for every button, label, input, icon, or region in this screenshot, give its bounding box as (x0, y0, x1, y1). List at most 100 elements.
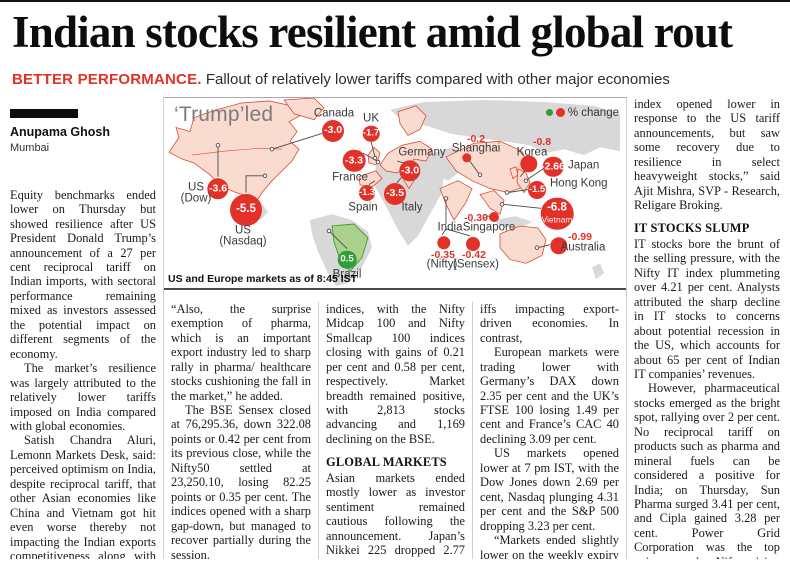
top-rule (0, 0, 790, 2)
market-label-spain: Spain (348, 201, 378, 214)
country-scandinavia (397, 105, 427, 136)
market-label-france: France (332, 171, 368, 184)
landmass-africa (374, 154, 444, 246)
article-paragraph: indices, with the Nifty Midcap 100 and N… (326, 301, 465, 446)
article-body: Anupama Ghosh Mumbai Equity benchmarks e… (10, 96, 780, 559)
landmass-new-zealand (592, 263, 604, 279)
market-label-korea: Korea (516, 146, 548, 159)
connector-japan (526, 168, 544, 180)
anchor-shanghai (477, 172, 483, 177)
column-2-paragraphs: “Also, the surprise exemption of pharma,… (171, 302, 311, 559)
market-bubble-italy: -3.5 (384, 182, 406, 205)
connector-india (441, 199, 471, 237)
article-column-5: index opened lower in response to the US… (626, 96, 780, 559)
market-label-italy: Italy (401, 201, 423, 214)
kicker-text: Fallout of relatively lower tariffs comp… (205, 70, 670, 88)
market-label-india: India (437, 221, 463, 234)
market-value: -3.6 (208, 182, 228, 195)
connector-brazil (329, 231, 348, 249)
market-label-singapore: Singapore (462, 221, 516, 234)
article-paragraph: However, pharmaceutical stocks emerged a… (634, 381, 780, 558)
market-bubble-korea (520, 155, 538, 173)
market-label-brazil: Brazil (332, 268, 362, 281)
article-paragraph: IT stocks bore the brunt of the selling … (634, 236, 780, 381)
anchor-france (375, 159, 381, 165)
anchor-us-dow (215, 142, 221, 148)
connector-shanghai (468, 159, 480, 174)
market-label-australia: Australia (560, 241, 606, 254)
connector-australia (537, 244, 551, 248)
article-paragraph: Asian markets ended mostly lower as inve… (326, 470, 465, 559)
market-value: -5.5 (236, 202, 256, 215)
market-label-japan: Japan (568, 159, 600, 172)
kicker: BETTER PERFORMANCE. Fallout of relativel… (12, 71, 778, 88)
column-3-paragraphs-after: Asian markets ended mostly lower as inve… (326, 471, 465, 559)
market-value-india-sensex: -0.42 (462, 248, 486, 261)
market-label-india-sensex: (Sensex) (452, 258, 500, 271)
byline-location: Mumbai (10, 142, 50, 155)
market-bubble-germany: -3.0 (399, 160, 421, 182)
byline: Anupama Ghosh Mumbai (10, 108, 156, 156)
article-paragraph: “Also, the surprise exemption of pharma,… (171, 301, 311, 403)
connector-us-nasdaq (245, 175, 264, 193)
market-bubble-japan: -2.66 (541, 156, 565, 178)
article-paragraph: The market’s resilience was largely attr… (10, 361, 156, 433)
infographic-legend: % change (545, 107, 619, 119)
article-column-1: Anupama Ghosh Mumbai Equity benchmarks e… (10, 96, 164, 559)
market-name-inside: Vietnam (541, 214, 573, 225)
section-heading-it-stocks-slump: IT STOCKS SLUMP (634, 221, 750, 236)
anchor-hong-kong (504, 190, 510, 195)
article-paragraph: “Markets ended slightly lower on the wee… (480, 533, 619, 559)
anchor-us-nasdaq (262, 173, 268, 178)
market-bubble-india-nifty (437, 236, 451, 250)
anchor-canada (269, 146, 275, 152)
article-paragraph: Equity benchmarks ended lower on Thursda… (10, 187, 156, 361)
market-label-shanghai: Shanghai (451, 142, 501, 155)
connector-hong-kong (507, 188, 529, 193)
country-iberia (358, 170, 383, 189)
market-value: -3.0 (323, 124, 343, 137)
article-paragraph: US markets opened lower at 7 pm IST, wit… (480, 446, 619, 533)
byline-bar (10, 108, 78, 118)
market-value-korea: -0.8 (532, 135, 552, 148)
anchor-japan (523, 178, 529, 183)
article-paragraph: Satish Chandra Aluri, Lemonn Markets Des… (10, 433, 156, 559)
anchor-uk (372, 155, 378, 161)
market-bubble-vietnam: -6.8 Vietnam (540, 197, 574, 231)
market-label-germany: Germany (398, 146, 446, 159)
anchor-australia (534, 245, 540, 250)
article-column-3: indices, with the Nifty Midcap 100 and N… (318, 301, 472, 559)
market-bubble-shanghai (462, 153, 472, 163)
column-4-paragraphs: iffs impacting export-driven economies. … (480, 302, 619, 559)
anchor-india (443, 195, 449, 201)
landmass-indonesia (494, 215, 532, 228)
article-paragraph: index opened lower in response to the US… (634, 96, 780, 212)
column-5-paragraphs-after: IT stocks bore the brunt of the selling … (634, 237, 780, 559)
market-bubble-australia (550, 237, 568, 255)
kicker-label: BETTER PERFORMANCE. (12, 70, 202, 88)
market-bubble-brazil: 0.5 (337, 250, 357, 270)
market-value: -3.5 (385, 187, 405, 200)
legend-negative-dot (555, 108, 565, 118)
infographic-trump-led: -3.0 Canada -1.7 UK -3.3 France -3.0 Germany -1.… (164, 96, 626, 290)
market-value: 0.5 (340, 253, 354, 265)
market-value-india-nifty: -0.35 (431, 248, 455, 261)
market-bubble-spain: -1.3 (358, 184, 376, 201)
market-bubble-france: -3.3 (342, 149, 366, 173)
article-paragraph: iffs impacting export-driven economies. … (480, 301, 619, 345)
market-label-us-dow: US (Dow) (180, 181, 212, 205)
connector-canada (271, 132, 323, 150)
market-label-india-nifty: (Nifty) (426, 258, 458, 271)
market-value: -1.5 (528, 183, 546, 195)
article-column-2: “Also, the surprise exemption of pharma,… (164, 302, 318, 559)
market-bubble-india-sensex (466, 236, 480, 251)
anchor-brazil (326, 228, 332, 233)
market-bubble-singapore (489, 211, 499, 222)
market-value: -1.3 (358, 186, 376, 198)
section-heading-global-markets: GLOBAL MARKETS (326, 455, 447, 470)
market-label-uk: UK (363, 112, 379, 125)
market-value: -2.66 (541, 160, 565, 173)
market-bubble-us-nasdaq: -5.5 (230, 193, 262, 226)
infographic-title: ‘Trump’led (174, 102, 274, 126)
article-column-4: iffs impacting export-driven economies. … (472, 301, 626, 559)
